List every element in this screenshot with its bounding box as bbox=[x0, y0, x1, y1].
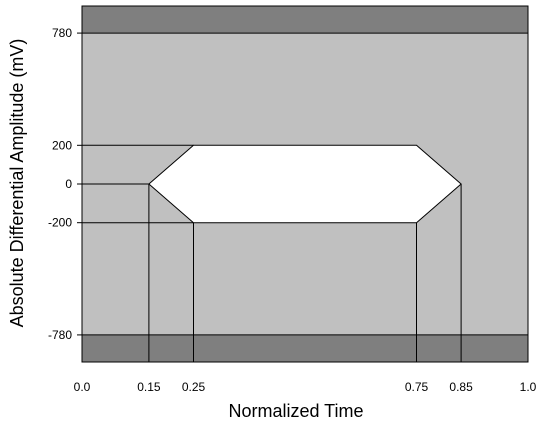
x-tick-label: 0.0 bbox=[74, 380, 91, 394]
eye-opening bbox=[148, 144, 462, 224]
y-axis-ticks: 780 200 0 -200 -780 bbox=[48, 26, 82, 342]
x-tick-label: 0.15 bbox=[137, 380, 161, 394]
lower-limit-band bbox=[82, 334, 528, 362]
plot-area bbox=[81, 5, 529, 363]
x-tick-label: 1.0 bbox=[520, 380, 537, 394]
y-tick-label: 0 bbox=[65, 177, 72, 191]
x-tick-label: 0.25 bbox=[182, 380, 206, 394]
y-axis-title: Absolute Differential Amplitude (mV) bbox=[7, 39, 27, 328]
upper-limit-band bbox=[82, 6, 528, 34]
x-tick-label: 0.85 bbox=[449, 380, 473, 394]
x-tick-label: 0.75 bbox=[405, 380, 429, 394]
x-axis-title: Normalized Time bbox=[228, 401, 363, 421]
y-tick-label: 780 bbox=[52, 26, 72, 40]
y-tick-label: -200 bbox=[48, 216, 72, 230]
x-axis-ticks: 0.0 0.15 0.25 0.75 0.85 1.0 bbox=[74, 380, 537, 394]
y-tick-label: 200 bbox=[52, 138, 72, 152]
y-tick-label: -780 bbox=[48, 328, 72, 342]
